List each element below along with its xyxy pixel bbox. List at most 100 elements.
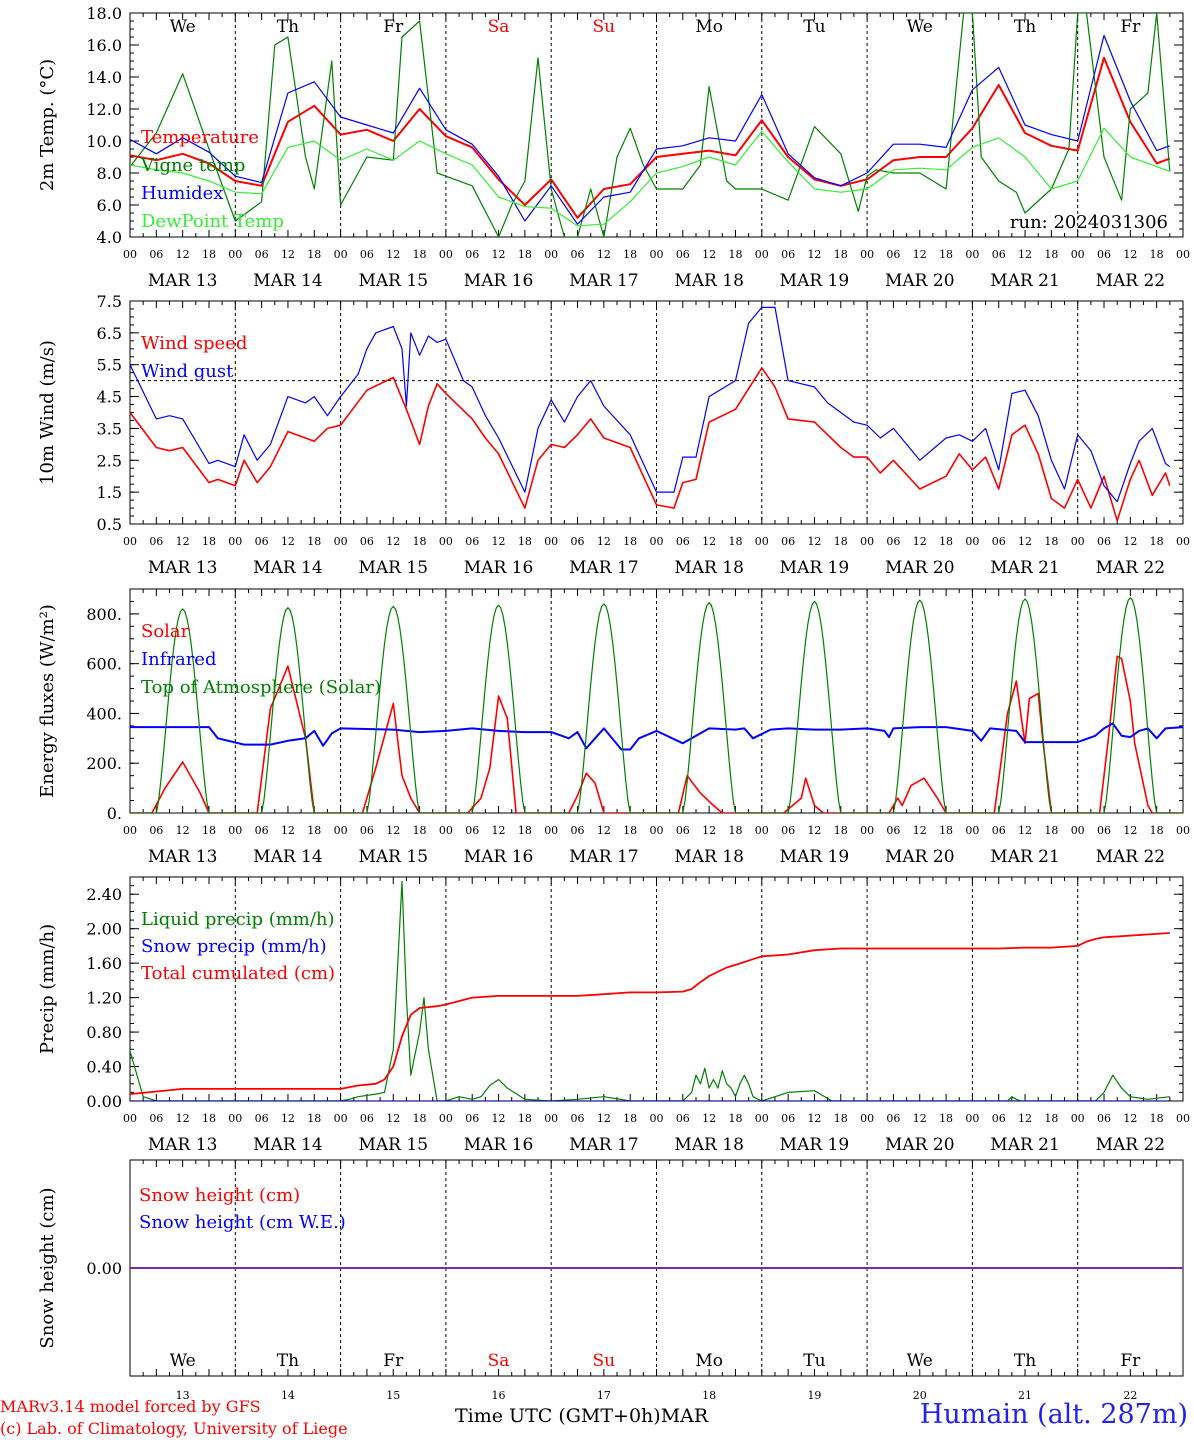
x-hour-label: 12 <box>1123 1112 1137 1125</box>
series-line-wind-gust <box>130 306 1171 503</box>
x-hour-label: 12 <box>176 248 190 261</box>
x-hour-label: 00 <box>1071 535 1085 548</box>
x-hour-label: 00 <box>1071 824 1085 837</box>
x-hour-label: 00 <box>439 824 453 837</box>
energy-frame <box>129 588 1184 814</box>
x-hour-label: 06 <box>676 248 690 261</box>
legend-entry: Top of Atmosphere (Solar) <box>141 677 381 698</box>
x-hour-label: 18 <box>623 824 637 837</box>
legend-entry: Wind speed <box>141 333 247 354</box>
weekday-label: We <box>170 1351 196 1371</box>
legend-entry: Solar <box>141 621 190 642</box>
y-tick-label: 2.5 <box>97 451 122 470</box>
x-hour-label: 00 <box>334 248 348 261</box>
x-date-label: MAR 19 <box>780 271 850 291</box>
x-hour-label: 00 <box>439 248 453 261</box>
snow-date-label: 13 <box>176 1389 190 1402</box>
x-hour-label: 06 <box>1097 1112 1111 1125</box>
x-hour-label: 00 <box>860 1112 874 1125</box>
x-hour-label: 00 <box>544 248 558 261</box>
x-hour-label: 18 <box>413 248 427 261</box>
weekday-label: Su <box>593 1351 616 1371</box>
legend-entry: Infrared <box>141 649 216 670</box>
x-hour-label: 06 <box>360 824 374 837</box>
x-date-label: MAR 14 <box>253 271 323 291</box>
x-hour-label: 00 <box>755 1112 769 1125</box>
x-hour-label: 18 <box>728 1112 742 1125</box>
x-date-label: MAR 13 <box>148 1135 218 1155</box>
x-hour-label: 06 <box>255 824 269 837</box>
x-hour-label: 18 <box>413 824 427 837</box>
y-tick-label: 0.5 <box>97 515 122 534</box>
x-hour-label: 06 <box>886 824 900 837</box>
x-hour-label: 06 <box>992 535 1006 548</box>
x-hour-label: 00 <box>1176 535 1190 548</box>
x-hour-label: 12 <box>386 535 400 548</box>
x-hour-label: 12 <box>702 248 716 261</box>
x-hour-label: 12 <box>386 1112 400 1125</box>
x-hour-label: 00 <box>123 248 137 261</box>
x-hour-label: 00 <box>755 535 769 548</box>
y-tick-label: 1.20 <box>86 989 122 1008</box>
y-tick-label: 4.0 <box>97 228 122 247</box>
x-hour-label: 12 <box>807 1112 821 1125</box>
x-date-label: MAR 13 <box>148 847 218 867</box>
x-hour-label: 00 <box>544 1112 558 1125</box>
x-date-label: MAR 15 <box>358 271 428 291</box>
x-date-label: MAR 21 <box>990 558 1060 578</box>
snow-panel: 0.00 Snow height (cm) Snow height (cm) Snow… <box>37 1159 1184 1402</box>
lab-credit: (c) Lab. of Climatology, University of L… <box>0 1419 348 1438</box>
weekday-label: Mo <box>695 17 723 37</box>
x-hour-label: 06 <box>465 535 479 548</box>
snow-date-label: 21 <box>1018 1389 1032 1402</box>
x-hour-label: 12 <box>913 824 927 837</box>
weekday-label: Sa <box>488 1351 510 1371</box>
x-hour-label: 00 <box>755 248 769 261</box>
x-hour-label: 06 <box>781 535 795 548</box>
x-hour-label: 00 <box>228 1112 242 1125</box>
x-hour-label: 06 <box>781 824 795 837</box>
x-hour-label: 12 <box>281 1112 295 1125</box>
x-hour-label: 06 <box>781 1112 795 1125</box>
y-tick-label: 10.0 <box>86 132 122 151</box>
x-date-label: MAR 15 <box>358 847 428 867</box>
y-tick-label: 3.5 <box>97 419 122 438</box>
y-tick-label: 0.80 <box>86 1023 122 1042</box>
series-line-dewpoint-temp <box>130 127 1171 227</box>
x-hour-label: 00 <box>544 535 558 548</box>
x-hour-label: 00 <box>123 1112 137 1125</box>
precip-panel: 0.00 0.40 0.80 1.20 1.60 2.00 2.40 Precip (mm/h… <box>37 876 1190 1155</box>
snow-y-axis-label: Snow height (cm) <box>37 1187 58 1348</box>
x-hour-label: 06 <box>676 1112 690 1125</box>
x-hour-label: 00 <box>334 824 348 837</box>
x-hour-label: 06 <box>571 1112 585 1125</box>
y-tick-label: 18.0 <box>86 4 122 23</box>
y-tick-label: 600. <box>86 655 122 674</box>
x-hour-label: 06 <box>465 824 479 837</box>
x-hour-label: 12 <box>807 824 821 837</box>
y-tick-label: 7.5 <box>97 292 122 311</box>
x-hour-label: 18 <box>939 1112 953 1125</box>
legend-entry: Humidex <box>141 183 223 204</box>
x-hour-label: 06 <box>676 535 690 548</box>
x-hour-label: 18 <box>202 1112 216 1125</box>
x-hour-label: 18 <box>1150 248 1164 261</box>
x-hour-label: 06 <box>1097 248 1111 261</box>
series-line-infrared <box>130 722 1183 751</box>
x-hour-label: 00 <box>1176 248 1190 261</box>
x-hour-label: 06 <box>255 535 269 548</box>
x-date-label: MAR 22 <box>1096 1135 1166 1155</box>
x-hour-label: 00 <box>123 535 137 548</box>
legend-entry: Snow height (cm) <box>139 1185 300 1206</box>
x-hour-label: 18 <box>1044 535 1058 548</box>
x-hour-label: 12 <box>913 535 927 548</box>
x-date-label: MAR 18 <box>674 1135 744 1155</box>
x-hour-label: 18 <box>728 535 742 548</box>
station-label: Humain (alt. 287m) <box>919 1399 1188 1430</box>
weekday-label: Su <box>593 17 616 37</box>
x-hour-label: 00 <box>860 535 874 548</box>
x-hour-label: 18 <box>728 824 742 837</box>
x-hour-label: 06 <box>149 1112 163 1125</box>
y-tick-label: 6.5 <box>97 324 122 343</box>
y-tick-label: 0.00 <box>86 1092 122 1111</box>
